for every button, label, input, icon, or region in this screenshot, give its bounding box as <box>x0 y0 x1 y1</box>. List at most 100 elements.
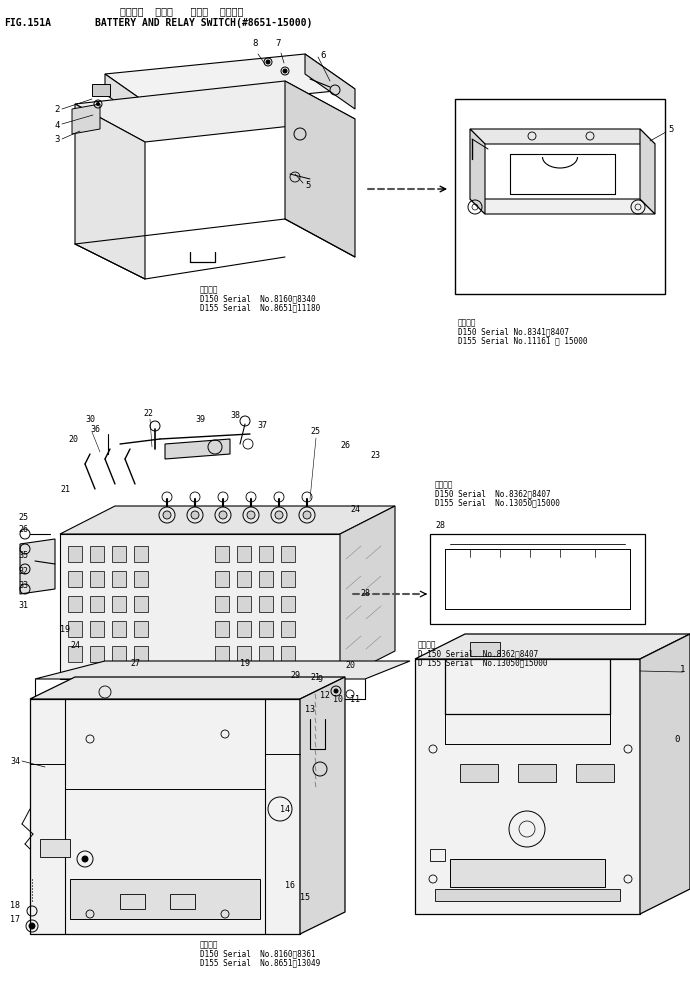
Text: 30: 30 <box>85 415 95 424</box>
Text: 4: 4 <box>55 120 60 129</box>
Circle shape <box>271 508 287 524</box>
Bar <box>112 647 126 663</box>
Polygon shape <box>285 82 355 257</box>
Text: 14: 14 <box>280 805 290 813</box>
Polygon shape <box>20 539 55 595</box>
Bar <box>112 597 126 612</box>
Text: 19: 19 <box>240 658 250 667</box>
Bar <box>40 839 70 857</box>
Text: 5: 5 <box>668 125 673 134</box>
Text: 5: 5 <box>305 180 310 189</box>
Text: 37: 37 <box>257 420 267 429</box>
Text: 20: 20 <box>68 435 78 444</box>
Polygon shape <box>640 634 690 914</box>
Bar <box>430 849 445 861</box>
Text: 21: 21 <box>310 672 320 681</box>
Circle shape <box>159 508 175 524</box>
Text: D155 Serial  No.8651～11180: D155 Serial No.8651～11180 <box>200 303 320 312</box>
Circle shape <box>283 70 287 74</box>
Text: 適用号機: 適用号機 <box>418 639 437 649</box>
Bar <box>281 621 295 637</box>
Text: バッテリ  オヨビ   リレー  スイッチ: バッテリ オヨビ リレー スイッチ <box>120 6 244 16</box>
Bar <box>518 764 556 782</box>
Polygon shape <box>415 634 690 660</box>
Bar <box>170 894 195 909</box>
Bar <box>430 534 645 624</box>
Bar <box>70 880 260 919</box>
Bar <box>215 546 229 562</box>
Circle shape <box>266 61 270 65</box>
Polygon shape <box>35 662 410 679</box>
Circle shape <box>187 508 203 524</box>
Bar <box>90 597 104 612</box>
Bar <box>259 546 273 562</box>
Bar <box>90 572 104 588</box>
Text: 6: 6 <box>320 50 326 59</box>
Bar <box>68 597 82 612</box>
Polygon shape <box>30 699 300 934</box>
Text: 34: 34 <box>10 756 20 766</box>
Text: FIG.151A: FIG.151A <box>4 18 51 28</box>
Bar <box>112 572 126 588</box>
Text: 21: 21 <box>60 485 70 494</box>
Bar <box>120 894 145 909</box>
Polygon shape <box>640 130 655 215</box>
Text: BATTERY AND RELAY SWITCH(#8651-15000): BATTERY AND RELAY SWITCH(#8651-15000) <box>95 18 313 28</box>
Circle shape <box>219 512 227 520</box>
Bar <box>112 621 126 637</box>
Polygon shape <box>340 507 395 679</box>
Circle shape <box>303 512 311 520</box>
Text: 25: 25 <box>310 427 320 436</box>
Bar <box>134 621 148 637</box>
Polygon shape <box>72 105 100 135</box>
Bar <box>259 647 273 663</box>
Bar <box>92 85 110 97</box>
Circle shape <box>247 512 255 520</box>
Polygon shape <box>165 440 230 459</box>
Text: D155 Serial  No.8651～13049: D155 Serial No.8651～13049 <box>200 957 320 966</box>
Text: 適用号機: 適用号機 <box>435 479 453 488</box>
Bar <box>134 597 148 612</box>
Polygon shape <box>60 534 340 679</box>
Text: D150 Serial  No.8160～8340: D150 Serial No.8160～8340 <box>200 294 315 303</box>
Bar <box>470 642 500 657</box>
Circle shape <box>191 512 199 520</box>
Text: D 155 Serial  No.13050～15000: D 155 Serial No.13050～15000 <box>418 658 547 667</box>
Polygon shape <box>75 82 355 143</box>
Circle shape <box>163 512 171 520</box>
Bar <box>237 572 251 588</box>
Text: D150 Serial  No.8362～8407: D150 Serial No.8362～8407 <box>435 488 551 498</box>
Bar <box>281 572 295 588</box>
Text: 7: 7 <box>275 39 281 48</box>
Bar <box>68 621 82 637</box>
Text: 12: 12 <box>320 690 330 699</box>
Text: 17: 17 <box>10 915 20 924</box>
Circle shape <box>299 508 315 524</box>
Bar <box>215 572 229 588</box>
Polygon shape <box>415 660 640 914</box>
Text: D150 Serial  No.8160～8361: D150 Serial No.8160～8361 <box>200 948 315 957</box>
Bar <box>68 572 82 588</box>
Bar <box>281 597 295 612</box>
Text: 11: 11 <box>350 695 360 704</box>
Bar <box>134 546 148 562</box>
Text: 24: 24 <box>350 505 360 514</box>
Text: 27: 27 <box>130 658 140 667</box>
Bar <box>237 647 251 663</box>
Text: 31: 31 <box>18 599 28 609</box>
Text: 13: 13 <box>305 705 315 714</box>
Circle shape <box>82 856 88 862</box>
Text: 36: 36 <box>90 425 100 434</box>
Text: 10: 10 <box>333 695 343 704</box>
Text: D155 Serial  No.13050～15000: D155 Serial No.13050～15000 <box>435 498 560 507</box>
Text: 24: 24 <box>70 640 80 649</box>
Text: D155 Serial No.11161 ～ 15000: D155 Serial No.11161 ～ 15000 <box>458 335 587 345</box>
Text: 1: 1 <box>680 665 685 673</box>
Bar <box>281 647 295 663</box>
Polygon shape <box>300 677 345 934</box>
Text: 39: 39 <box>195 415 205 424</box>
Text: 18: 18 <box>10 899 20 908</box>
Bar <box>460 764 498 782</box>
Text: D150 Serial No.8341～8407: D150 Serial No.8341～8407 <box>458 326 569 335</box>
Polygon shape <box>305 55 355 109</box>
